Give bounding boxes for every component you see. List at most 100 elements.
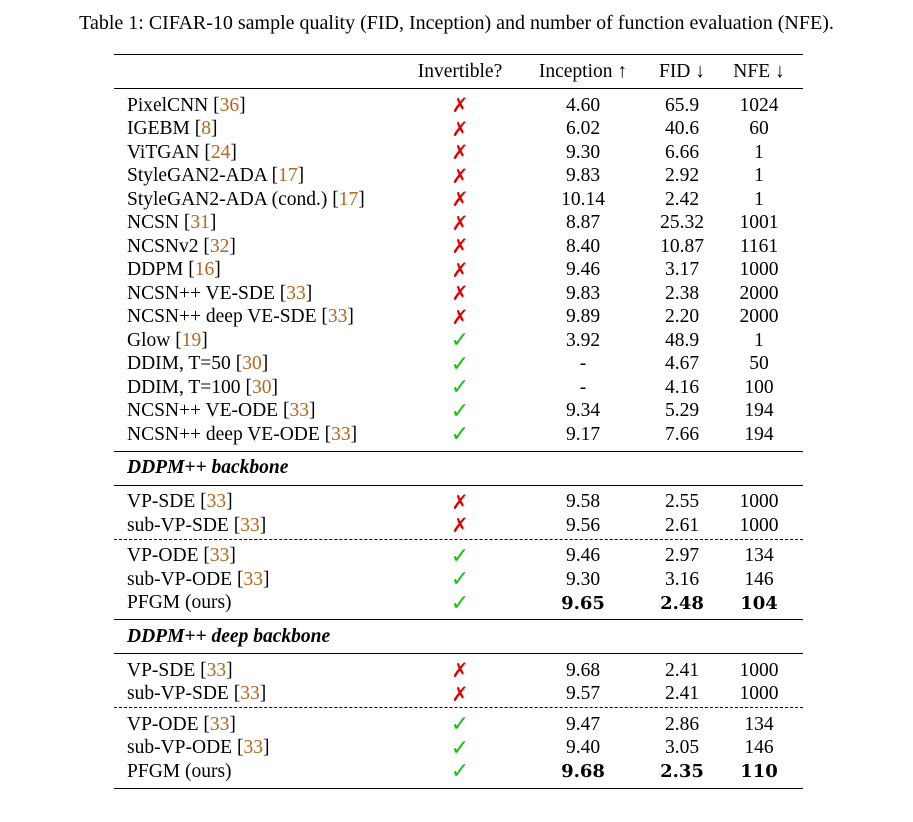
method-label: VP-ODE [127,713,204,735]
nfe-value: 1000 [739,514,779,536]
citation-open-bracket: [ [245,376,252,398]
section-top-rule [114,619,803,620]
section-title-rule [114,653,803,654]
header-fid: FID ↓ [658,60,706,82]
citation-close-bracket: ] [239,94,246,116]
nfe-value: 1000 [739,659,779,681]
citation-open-bracket: [ [194,118,202,140]
inception-value: 9.30 [565,568,601,590]
inception-value: 9.47 [565,713,601,735]
method-name: NCSN++ VE-SDE [33] [114,283,403,305]
citation-open-bracket: [ [203,545,210,567]
cross-icon: ✗ [451,210,469,235]
nfe-value: 134 [744,713,774,735]
citation-close-bracket: ] [261,353,269,375]
table-row: IGEBM [8] ✗ 6.02 40.6 60 [114,117,803,142]
method-label: NCSN++ VE-SDE [127,282,280,304]
table-row: NCSN++ VE-ODE [33] ✓ 9.34 5.29 194 [114,398,803,424]
method-label: NCSN++ deep VE-ODE [127,423,325,445]
bottom-rule [114,787,803,789]
citation-ref: 33 [243,568,263,590]
citation-ref: 17 [278,165,298,187]
header-nfe: NFE ↓ [733,60,785,82]
check-icon: ✓ [450,375,470,401]
citation-ref: 8 [201,118,211,140]
inception-value: 9.46 [565,259,601,281]
inception-value: 9.17 [565,423,601,445]
citation-open-bracket: [ [271,165,279,187]
method-label: IGEBM [127,118,195,140]
nfe-value: 104 [740,592,778,614]
table-row: VP-SDE [33] ✗ 9.68 2.41 1000 [114,658,803,683]
invertible-cell: ✓ [403,712,517,737]
table-row: VP-ODE [33] ✓ 9.46 2.97 134 [114,544,803,569]
citation-open-bracket: [ [233,683,241,705]
nfe-value: 60 [749,118,769,140]
method-name: IGEBM [8] [114,118,403,140]
invertible-cell: ✗ [403,187,517,212]
citation-ref: 33 [289,400,309,422]
citation-open-bracket: [ [282,400,290,422]
method-name: sub-VP-ODE [33] [114,737,403,759]
citation-close-bracket: ] [358,188,365,210]
check-icon: ✓ [450,759,470,785]
citation-ref: 33 [286,282,306,304]
backbone-sections: DDPM++ backbone VP-SDE [33] ✗ 9.58 2.55 1000 s… [114,450,803,789]
method-label: VP-ODE [127,545,204,567]
nfe-value: 2000 [739,282,779,304]
inception-value: 9.83 [565,165,601,187]
check-icon: ✓ [450,712,470,738]
citation-close-bracket: ] [308,400,316,422]
method-name: VP-SDE [33] [114,660,403,682]
check-icon: ✓ [450,567,470,593]
invertible-cell: ✗ [403,234,517,259]
citation-close-bracket: ] [347,306,354,328]
check-icon: ✓ [450,398,470,424]
section-title: DDPM++ deep backbone [127,625,331,647]
header-rule [114,88,803,89]
table-row: NCSN++ VE-SDE [33] ✗ 9.83 2.38 2000 [114,281,803,306]
inception-value: 9.68 [561,761,605,783]
table-row: sub-VP-ODE [33] ✓ 9.30 3.16 146 [114,567,803,593]
table-row: PFGM (ours) ✓ 9.65 2.48 104 [114,591,803,616]
citation-ref: 24 [210,141,231,163]
method-label: sub-VP-ODE [127,568,237,590]
fid-value: 6.66 [664,141,700,163]
invertible-cell: ✓ [403,544,517,569]
fid-value: 2.41 [664,659,700,681]
method-name: DDPM [16] [114,259,403,281]
method-label: VP-SDE [127,491,201,513]
method-name: PixelCNN [36] [114,95,403,117]
table-row: NCSN++ deep VE-ODE [33] ✓ 9.17 7.66 194 [114,422,803,448]
fid-value: 3.05 [664,737,700,759]
table-row: sub-VP-ODE [33] ✓ 9.40 3.05 146 [114,736,803,761]
fid-value: 48.9 [664,329,700,351]
header-invertible: Invertible? [417,60,503,82]
invertible-cell: ✗ [403,658,517,683]
citation-close-bracket: ] [305,282,313,304]
method-name: NCSN++ VE-ODE [33] [114,400,403,422]
method-name: PFGM (ours) [114,761,403,783]
table-row: StyleGAN2-ADA [17] ✗ 9.83 2.92 1 [114,164,803,189]
header-inception: Inception ↑ [538,60,628,82]
table-row: NCSN [31] ✗ 8.87 25.32 1001 [114,210,803,236]
citation-open-bracket: [ [279,282,287,304]
citation-open-bracket: [ [203,713,210,735]
citation-ref: 33 [331,423,351,445]
nfe-value: 134 [744,545,774,567]
nfe-value: 1000 [739,683,779,705]
method-name: NCSN++ deep VE-SDE [33] [114,306,403,328]
method-label: NCSN++ VE-ODE [127,400,283,422]
citation-ref: 30 [251,376,272,398]
citation-close-bracket: ] [262,737,270,759]
citation-close-bracket: ] [229,545,236,567]
cross-icon: ✗ [451,281,469,306]
check-icon: ✓ [450,422,470,448]
method-name: VP-ODE [33] [114,545,403,567]
citation-ref: 33 [240,514,260,536]
invertible-cell: ✗ [403,281,517,306]
inception-value: 8.87 [565,212,601,234]
table-row: VP-ODE [33] ✓ 9.47 2.86 134 [114,712,803,737]
citation-open-bracket: [ [175,329,182,351]
table-row: StyleGAN2-ADA (cond.) [17] ✗ 10.14 2.42 1 [114,187,803,212]
